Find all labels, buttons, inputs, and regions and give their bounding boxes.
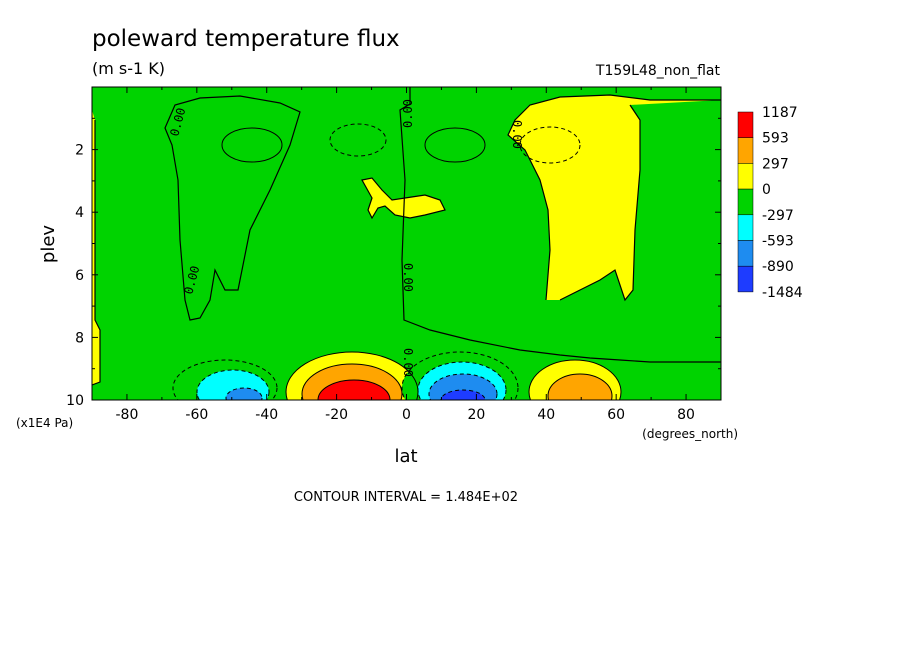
x-tick-label: -20 xyxy=(325,407,348,423)
contour-label: 0.00 xyxy=(401,263,415,292)
legend-label: 593 xyxy=(762,131,789,147)
contour-label: 0.00 xyxy=(401,348,415,377)
x-tick-label: 40 xyxy=(537,407,555,423)
y-axis-label: plev xyxy=(38,225,59,264)
run-label: T159L48_non_flat xyxy=(595,63,721,79)
color-legend: 1187 593 297 0 -297 -593 -890 -1484 xyxy=(737,105,803,301)
chart-title: poleward temperature flux xyxy=(92,26,400,52)
legend-swatch xyxy=(737,214,754,241)
contour-lines xyxy=(92,87,721,400)
legend-label: -1484 xyxy=(762,285,803,301)
chart-units: (m s-1 K) xyxy=(92,59,165,78)
negative-region-south xyxy=(92,87,721,400)
x-tick-label: -40 xyxy=(255,407,278,423)
positive-tongue xyxy=(362,178,445,218)
legend-swatch xyxy=(737,265,754,293)
legend-label: 1187 xyxy=(762,105,798,121)
contour-label: 0.00 xyxy=(401,99,415,128)
y-tick-label: 8 xyxy=(75,330,84,346)
x-axis-label: lat xyxy=(394,446,417,467)
contour-label: 0.00 xyxy=(510,120,524,149)
legend-label: -890 xyxy=(762,259,794,275)
legend-label: 0 xyxy=(762,182,771,198)
x-tick-label: 20 xyxy=(467,407,485,423)
y-tick-label: 2 xyxy=(75,143,84,159)
legend-swatch xyxy=(737,111,754,138)
contour-labels: 0.00 0.00 0.00 0.00 0.00 0.00 xyxy=(167,99,524,377)
x-axis: -80 -60 -40 -20 0 20 40 60 80 xyxy=(91,87,722,423)
x-tick-label: -60 xyxy=(185,407,208,423)
y-tick-label: 6 xyxy=(75,268,84,284)
legend-label: 297 xyxy=(762,156,789,172)
shade-skyblue-sh xyxy=(226,388,262,400)
x-tick-label: 0 xyxy=(402,407,411,423)
x-tick-label: -80 xyxy=(116,407,139,423)
shade-red-sh xyxy=(318,380,390,400)
legend-swatch xyxy=(737,137,754,164)
x-tick-label: 60 xyxy=(607,407,625,423)
y-axis-units: (x1E4 Pa) xyxy=(16,416,73,430)
legend-swatch xyxy=(737,188,754,216)
negative-region-north xyxy=(400,87,721,362)
legend-swatch xyxy=(737,240,754,267)
shade-orange-nh xyxy=(548,374,612,400)
x-axis-units: (degrees_north) xyxy=(642,427,738,441)
shade-blue-eq xyxy=(441,390,485,400)
y-tick-label: 10 xyxy=(66,393,84,409)
y-tick-label: 4 xyxy=(75,205,84,221)
legend-swatch xyxy=(737,163,754,190)
contour-field xyxy=(92,87,721,400)
contour-interval: CONTOUR INTERVAL = 1.484E+02 xyxy=(294,490,518,505)
legend-label: -593 xyxy=(762,234,794,250)
x-tick-label: 80 xyxy=(677,407,695,423)
y-axis: 2 4 6 8 10 xyxy=(66,117,721,409)
legend-label: -297 xyxy=(762,208,794,224)
